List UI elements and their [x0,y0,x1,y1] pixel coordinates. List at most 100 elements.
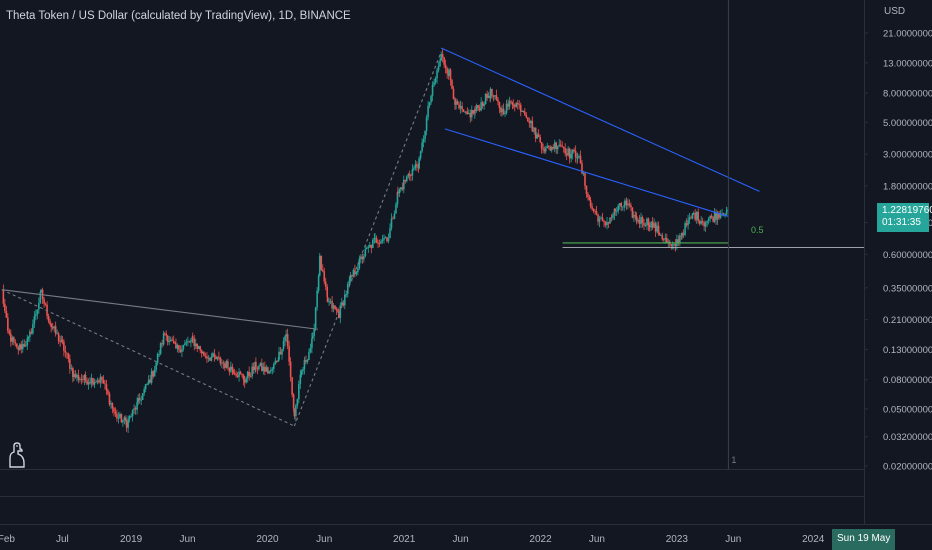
candle-body [303,360,306,370]
candle-body [519,104,522,112]
candle-body [413,168,415,170]
candle-body [277,359,280,362]
candle-body [497,99,499,102]
candle-body [428,102,431,106]
current-price-value: 1.22819760 [882,205,932,216]
candle-body [403,179,405,190]
candle-body [661,235,664,240]
candle-body [255,361,257,369]
candle-body [648,225,651,228]
candle-body [352,270,355,277]
candle-body [295,405,297,417]
candle-body [481,102,484,107]
candle-body [544,148,547,152]
candle-body [228,367,231,372]
candle-body [492,95,495,97]
candle-body [239,371,242,374]
candle-body [540,142,543,149]
candle-body [311,335,314,339]
candle-body [104,383,106,385]
candle-body [261,363,263,371]
candle-body [527,117,529,122]
candle-body [601,217,604,221]
candle-body [574,151,577,158]
candle-body [377,242,379,244]
candle-body [568,148,571,159]
price-tick-label: 21.00000000 [883,29,932,40]
candle-body [8,331,11,334]
candle-body [354,270,356,275]
candle-body [233,373,236,375]
current-price-tag: 1.22819760 01:31:35 [877,203,932,232]
candle-body [508,100,511,107]
candle-body [660,235,662,237]
candle-body [59,341,61,343]
candle-body [588,197,591,201]
candle-body [567,148,569,156]
candle-body [51,327,54,329]
candle-body [618,203,621,206]
candle-body [76,374,78,378]
candle-body [378,242,381,244]
candle-body [282,340,285,350]
candle-body [707,218,710,221]
candle-body [221,362,223,364]
candle-body [521,111,524,112]
candle-body [258,366,260,369]
candle-body [355,272,358,275]
candle-body [452,88,455,99]
price-scale-currency[interactable]: USD [884,6,906,17]
candle-body [597,214,599,222]
candle-body [222,362,225,364]
candle-body [644,225,647,226]
candle-body [178,345,180,350]
candle-body [273,363,275,369]
candle-body [120,413,123,423]
candle-body [477,105,479,108]
trendline-drawing [293,51,442,427]
candle-body [98,380,100,383]
candle-body [36,309,39,315]
candle-body [550,147,553,151]
candle-body [63,341,65,351]
candle-body [664,238,667,240]
candle-body [125,417,127,422]
candle-body [534,127,537,139]
candle-body [472,109,475,114]
candle-body [349,275,352,281]
price-tick-label: 0.08000000 [883,375,932,386]
candle-body [555,142,558,150]
candle-body [600,217,602,219]
time-tick-label: Feb [0,534,15,545]
candle-body [268,371,271,374]
candle-body [724,214,726,216]
candle-body [264,366,266,372]
candle-body [634,214,637,216]
candle-body [318,255,321,276]
candle-body [285,334,287,337]
candle-body [84,374,87,381]
candle-body [110,403,112,405]
candle-body [227,361,229,368]
candle-body [210,357,213,361]
candle-body [533,127,535,132]
candle-body [39,292,42,304]
time-tick-label: Jun [179,534,195,545]
candle-body [105,384,108,391]
candle-body [334,305,336,309]
candle-body [431,84,434,96]
candle-body [309,347,312,353]
candle-body [348,280,351,285]
candle-body [697,211,699,221]
candle-body [66,352,68,354]
candle-body [516,102,519,105]
candle-body [206,356,208,359]
candle-body [40,289,42,293]
candle-body [96,380,99,382]
candle-body [484,93,487,104]
candle-body [30,331,33,334]
candle-body [424,130,426,140]
candle-body [364,248,367,257]
